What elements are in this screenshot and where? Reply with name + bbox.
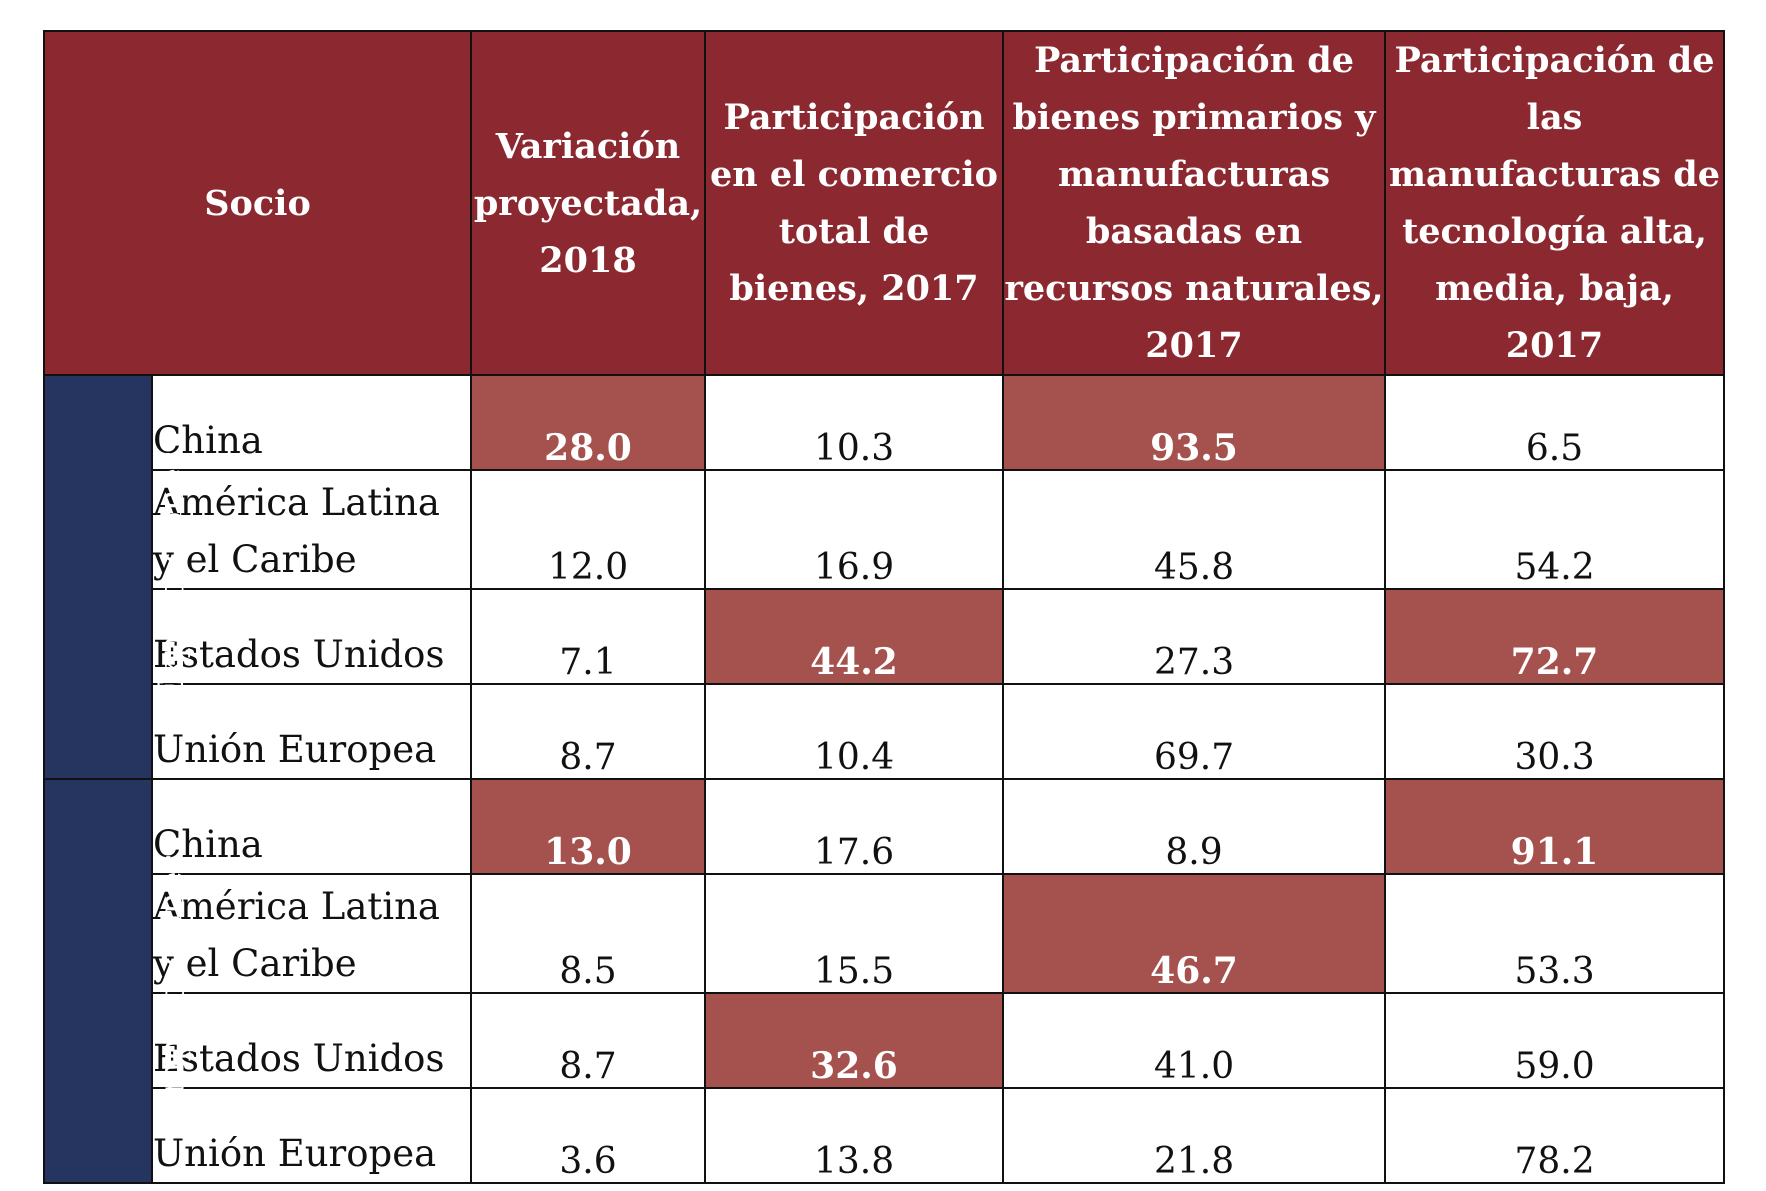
partner-cell: Estados Unidos [150,588,473,685]
table-row: Estados Unidos 7.1 44.2 27.3 72.7 [44,588,1726,685]
header-variacion: Variación proyectada, 2018 [470,30,707,376]
partner-cell: China [150,778,473,875]
value-cell: 27.3 [1002,588,1387,685]
value-cell: 21.8 [1002,1087,1387,1184]
value-cell: 91.1 [1384,778,1726,875]
value-cell: 16.9 [704,469,1005,590]
header-socio: Socio [42,30,473,376]
value-cell: 8.7 [470,992,707,1089]
value-cell: 10.4 [704,683,1005,780]
partner-cell: Unión Europea [150,683,473,780]
table-row: Estados Unidos 8.7 32.6 41.0 59.0 [44,992,1726,1089]
value-cell: 10.3 [704,374,1005,471]
partner-cell: Estados Unidos [150,992,473,1089]
table-row: Importaciones China 13.0 17.6 8.9 91.1 [43,778,1726,1184]
value-cell: 30.3 [1384,683,1726,780]
value-cell: 41.0 [1002,992,1387,1089]
value-cell: 44.2 [704,588,1005,685]
table-row: América Latina y el Caribe 12.0 16.9 45.… [44,469,1726,590]
value-cell: 6.5 [1384,374,1726,471]
value-cell: 72.7 [1384,588,1726,685]
value-cell: 28.0 [470,374,707,471]
value-cell: 69.7 [1002,683,1387,780]
partner-cell: América Latina y el Caribe [150,469,473,590]
header-participacion-primarios: Participación de bienes primarios y manu… [1002,30,1387,376]
trade-table: Socio Variación proyectada, 2018 Partici… [42,30,1726,1184]
header-row: Socio Variación proyectada, 2018 Partici… [42,30,1726,376]
value-cell: 78.2 [1384,1087,1726,1184]
value-cell: 13.0 [470,778,707,875]
value-cell: 12.0 [470,469,707,590]
partner-cell: América Latina y el Caribe [150,873,473,994]
value-cell: 8.7 [470,683,707,780]
value-cell: 53.3 [1384,873,1726,994]
partner-cell: Unión Europea [150,1087,473,1184]
value-cell: 59.0 [1384,992,1726,1089]
value-cell: 3.6 [470,1087,707,1184]
table-row: Unión Europea 8.7 10.4 69.7 30.3 [44,683,1726,780]
value-cell: 7.1 [470,588,707,685]
value-cell: 17.6 [704,778,1005,875]
table-row: Unión Europea 3.6 13.8 21.8 78.2 [44,1087,1726,1184]
value-cell: 93.5 [1002,374,1387,471]
value-cell: 8.9 [1002,778,1387,875]
value-cell: 54.2 [1384,469,1726,590]
value-cell: 13.8 [704,1087,1005,1184]
partner-cell: China [150,374,473,471]
value-cell: 15.5 [704,873,1005,994]
value-cell: 8.5 [470,873,707,994]
group-label-exportaciones: Exportaciones [43,374,192,780]
value-cell: 46.7 [1002,873,1387,994]
value-cell: 32.6 [704,992,1005,1089]
value-cell: 45.8 [1002,469,1387,590]
table-row: Exportaciones China 28.0 10.3 93.5 6.5 [43,374,1726,780]
table-row: América Latina y el Caribe 8.5 15.5 46.7… [44,873,1726,994]
header-participacion-tecnologia: Participación de las manufacturas de tec… [1384,30,1726,376]
header-participacion-total: Participación en el comercio total de bi… [704,30,1005,376]
group-label-importaciones: Importaciones [43,778,193,1184]
